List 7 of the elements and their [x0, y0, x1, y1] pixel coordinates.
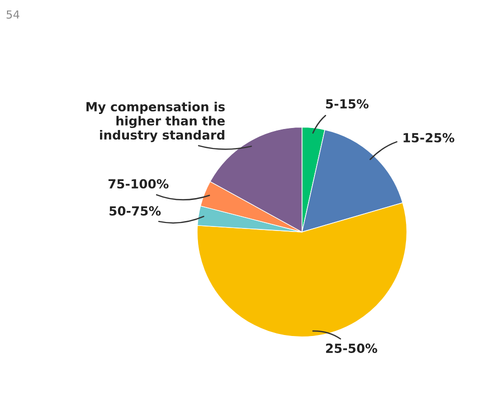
slice-label: 50-75%: [110, 206, 161, 216]
text: 54: [6, 10, 20, 19]
slice-label: 15-25%: [404, 132, 454, 142]
slice-label: 25-50%: [326, 344, 378, 354]
slice-label: My compensation is higher than the industry standard: [86, 102, 225, 142]
slice-label: 75-100%: [108, 179, 168, 189]
slice-label: 5-15%: [326, 99, 369, 109]
